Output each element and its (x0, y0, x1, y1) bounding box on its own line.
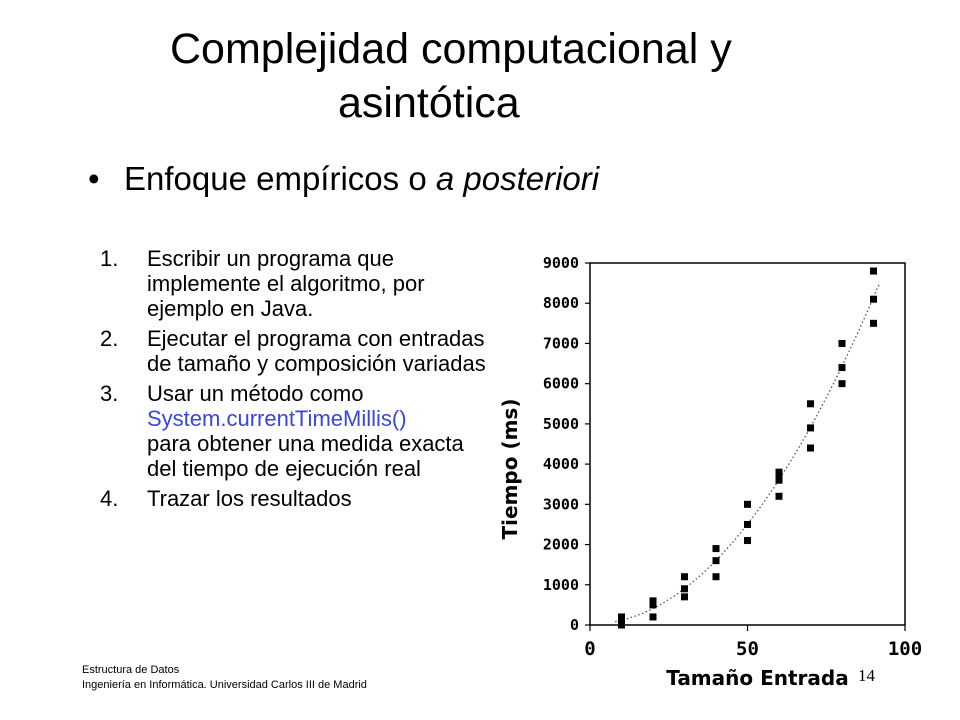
step-item: 2. Ejecutar el programa con entradas de … (100, 326, 490, 376)
y-tick-label: 2000 (543, 536, 579, 554)
trend-curve (615, 282, 881, 623)
data-point (649, 597, 657, 605)
data-point (775, 476, 783, 484)
data-point (744, 520, 751, 528)
data-point (649, 601, 657, 609)
plot-frame (589, 262, 906, 626)
data-point (618, 621, 625, 629)
data-point (775, 492, 783, 500)
y-tick-label: 1000 (543, 576, 579, 594)
title-line-2: asintótica (338, 79, 520, 127)
x-tick-label: 50 (736, 638, 759, 660)
title-line-1: Complejidad computacional y (170, 25, 732, 73)
data-point (870, 295, 877, 303)
data-point (681, 593, 688, 601)
data-point (681, 573, 688, 581)
main-bullet: • Enfoque empíricos o a posteriori (88, 160, 599, 198)
y-tick-label: 0 (570, 616, 579, 634)
data-point (870, 319, 877, 327)
data-point (618, 613, 625, 621)
y-axis-label: Tiempo (ms) (498, 399, 522, 540)
step-text: Ejecutar el programa con entradas de tam… (147, 326, 486, 376)
step-item: 3. Usar un método como System.currentTim… (100, 381, 490, 481)
data-point (870, 267, 877, 275)
data-point (712, 545, 720, 553)
data-point (744, 537, 751, 545)
step-text: Escribir un programa que implemente el a… (147, 246, 425, 321)
step-item: 1. Escribir un programa que implemente e… (100, 246, 490, 321)
data-point (744, 500, 751, 508)
y-tick-label: 3000 (543, 495, 579, 513)
footer-course: Estructura de Datos (82, 664, 180, 676)
data-point (712, 557, 720, 565)
data-point (838, 364, 846, 372)
footer: Estructura de Datos Ingeniería en Inform… (82, 663, 367, 693)
page-number: 14 (858, 666, 875, 685)
data-point (775, 472, 783, 480)
data-point (681, 585, 688, 593)
data-point (807, 400, 814, 408)
bullet-text: Enfoque empíricos o (124, 160, 436, 197)
data-point (618, 617, 625, 625)
steps-list: 1. Escribir un programa que implemente e… (100, 246, 490, 516)
data-point (807, 444, 814, 452)
data-point (712, 573, 720, 581)
y-tick-label: 6000 (543, 375, 579, 393)
y-tick-label: 9000 (543, 254, 579, 272)
scatter-chart: 0 1000 2000 3000 4000 5000 6000 7000 8000 9000 0 50… (498, 254, 922, 690)
data-point (775, 468, 783, 476)
method-name: System.currentTimeMillis() (147, 406, 407, 431)
data-point (649, 613, 657, 621)
step-number: 3. (100, 381, 119, 406)
step-item: 4. Trazar los resultados (100, 486, 490, 511)
x-tick-label: 100 (888, 638, 922, 660)
step-text: Trazar los resultados (147, 486, 352, 511)
data-point (807, 424, 814, 432)
y-tick-label: 4000 (543, 455, 579, 473)
step-number: 4. (100, 486, 119, 511)
y-tick-label: 8000 (543, 294, 579, 312)
bullet-marker: • (88, 160, 100, 197)
x-axis-label: Tamaño Entrada (666, 666, 848, 690)
footer-institution: Ingeniería en Informática. Universidad C… (82, 679, 367, 691)
data-point (838, 339, 846, 347)
y-tick-label: 5000 (543, 415, 579, 433)
y-tick-label: 7000 (543, 334, 579, 352)
step-text: para obtener una medida exacta del tiemp… (147, 431, 464, 481)
data-point (838, 380, 846, 388)
step-text: Usar un método como (147, 381, 364, 406)
bullet-italic-text: a posteriori (435, 160, 600, 197)
x-tick-label: 0 (584, 638, 595, 660)
step-number: 1. (100, 246, 119, 271)
step-number: 2. (100, 326, 119, 351)
